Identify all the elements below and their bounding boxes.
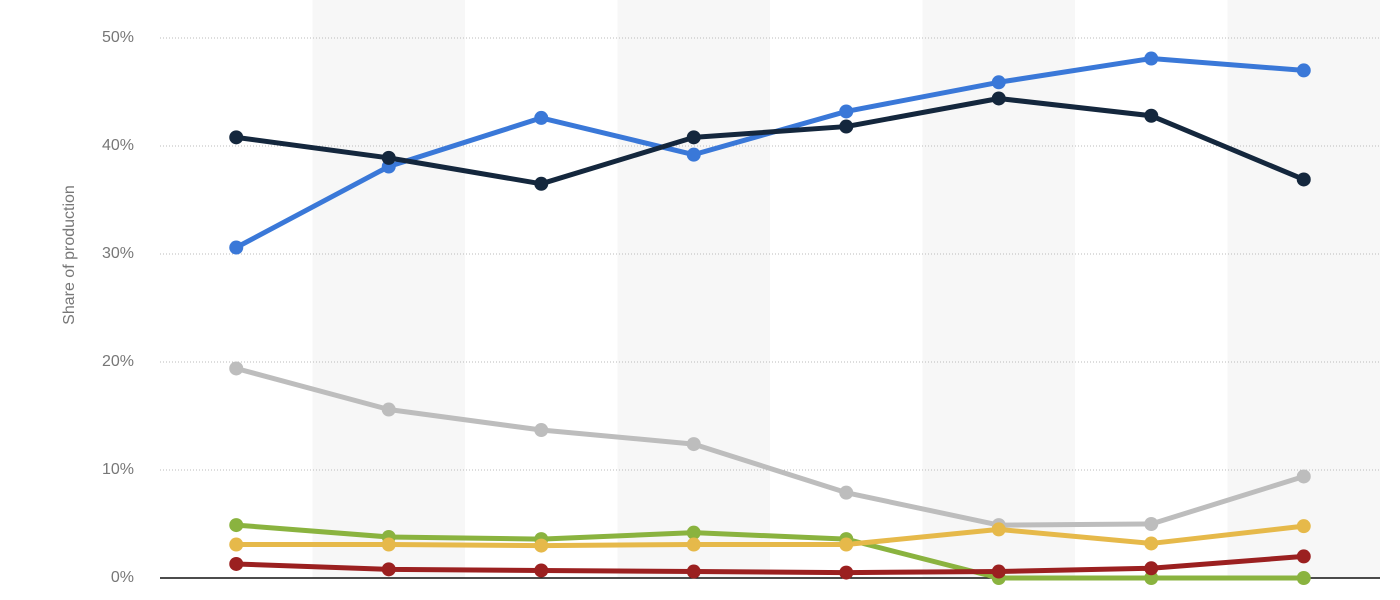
band-shade (312, 0, 465, 578)
y-tick-label: 0% (111, 569, 134, 586)
data-point (1296, 519, 1311, 534)
y-tick-label: 10% (102, 461, 134, 478)
data-point (229, 556, 244, 571)
data-point (229, 361, 244, 376)
data-point (1296, 549, 1311, 564)
data-point (534, 176, 549, 191)
data-point (1296, 571, 1311, 585)
data-point (229, 537, 244, 552)
data-point (686, 537, 701, 552)
data-point (381, 537, 396, 552)
y-tick-label: 30% (102, 245, 134, 262)
data-point (686, 147, 701, 162)
y-tick-label: 20% (102, 353, 134, 370)
series-line (235, 95, 1305, 187)
y-axis-label: Share of production (61, 185, 78, 325)
band-shade (617, 0, 770, 578)
data-point (839, 565, 854, 580)
data-point (686, 564, 701, 579)
data-point (1144, 561, 1159, 576)
data-point (991, 564, 1006, 579)
data-point (1296, 172, 1311, 187)
data-point (839, 119, 854, 134)
data-point (534, 110, 549, 125)
data-point (229, 240, 244, 255)
data-point (686, 130, 701, 145)
data-point (991, 522, 1006, 537)
data-point (1144, 51, 1159, 66)
data-point (381, 402, 396, 417)
data-point (1144, 571, 1159, 585)
data-point (229, 130, 244, 145)
data-point (839, 104, 854, 119)
data-point (229, 518, 244, 533)
y-tick-label: 40% (102, 137, 134, 154)
data-point (686, 525, 701, 540)
data-point (839, 485, 854, 500)
data-point (381, 562, 396, 577)
data-point (534, 563, 549, 578)
series-line (236, 553, 1304, 576)
data-point (381, 150, 396, 165)
y-tick-label: 50% (102, 29, 134, 46)
data-point (991, 91, 1006, 106)
data-point (1296, 469, 1311, 484)
series-line (236, 523, 1305, 549)
data-point (686, 437, 701, 452)
data-point (534, 538, 549, 553)
series-line (235, 366, 1305, 528)
data-point (1144, 536, 1159, 551)
data-point (1296, 63, 1311, 78)
data-point (534, 423, 549, 438)
series-line (236, 522, 1304, 581)
data-point (1144, 517, 1159, 531)
data-point (1144, 108, 1159, 123)
data-point (991, 75, 1006, 90)
data-point (839, 537, 854, 552)
